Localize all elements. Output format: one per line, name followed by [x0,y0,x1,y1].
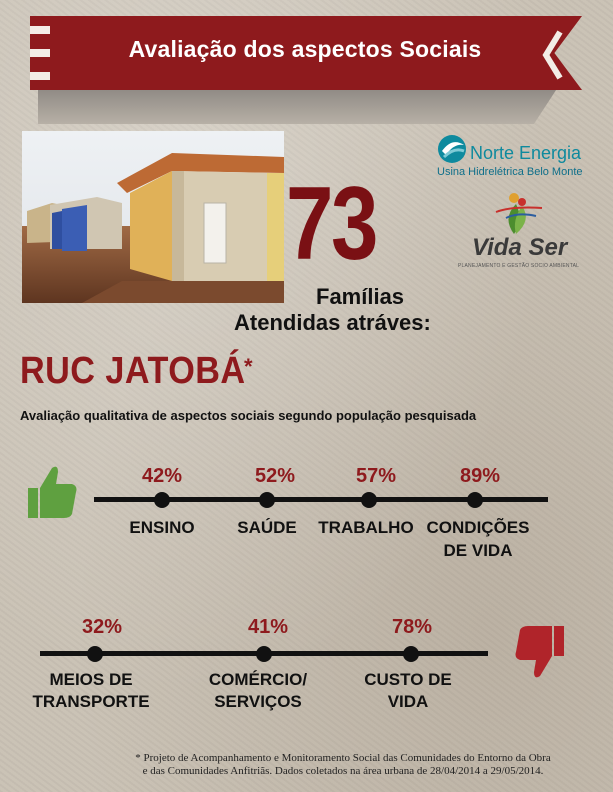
custo-label-line2: VIDA [387,692,429,711]
comercio-marker [256,646,272,662]
thumbs-down-icon [515,626,564,678]
page-title: Avaliação dos aspectos Sociais [128,36,482,62]
vida-ser-subtitle: PLANEJAMENTO E GESTÃO SOCIO AMBIENTAL [458,263,580,269]
families-count: 73 [286,166,378,282]
saude-percent: 52% [254,465,296,487]
banner-stripe [30,72,50,80]
custo-label: CUSTO DE [364,670,452,689]
footnote-line2: e das Comunidades Anfitriãs. Dados colet… [142,765,544,777]
trabalho-percent: 57% [355,465,397,487]
comercio-label-line2: SERVIÇOS [214,692,302,711]
vida-ser-logo-icon [495,193,543,234]
saude-marker [259,492,275,508]
section-subtitle: Avaliação qualitativa de aspectos sociai… [20,408,477,423]
custo-percent: 78% [391,616,433,638]
banner-stripe [30,26,50,34]
comercio-percent: 41% [247,616,289,638]
ruc-footnote-marker: * [244,354,253,379]
custo-marker [403,646,419,662]
condicoes-marker [467,492,483,508]
transporte-label: MEIOS DE [49,670,133,689]
families-served-label: Atendidas atráves: [234,310,431,335]
banner-shadow [38,84,560,124]
vida-ser-name: Vida Ser [472,234,568,261]
footnote: * Projeto de Acompanhamento e Monitorame… [88,752,598,778]
footnote-line1: * Projeto de Acompanhamento e Monitorame… [135,752,551,764]
norte-energia-name: Norte Energia [470,143,582,163]
norte-energia-subtitle: Usina Hidrelétrica Belo Monte [437,166,583,178]
chevron-left-icon [542,30,563,80]
transporte-percent: 32% [81,616,123,638]
houses-photo [22,131,284,303]
families-label: Famílias [316,284,405,309]
transporte-marker [87,646,103,662]
condicoes-percent: 89% [459,465,501,487]
norte-energia-logo-icon [438,135,466,163]
ensino-marker [154,492,170,508]
saude-label: SAÚDE [237,518,297,537]
transporte-label-line2: TRANSPORTE [32,692,150,711]
trabalho-marker [361,492,377,508]
thumbs-up-icon [28,466,77,518]
condicoes-label: CONDIÇÕES [426,518,530,537]
comercio-label: COMÉRCIO/ [208,670,308,689]
trabalho-label: TRABALHO [318,518,414,537]
ensino-percent: 42% [141,465,183,487]
title-banner [30,16,582,90]
condicoes-label-line2: DE VIDA [443,541,513,560]
banner-stripe [30,49,50,57]
ruc-title: RUC JATOBÁ [20,350,246,392]
ensino-label: ENSINO [129,518,195,537]
positive-timeline [94,497,548,502]
